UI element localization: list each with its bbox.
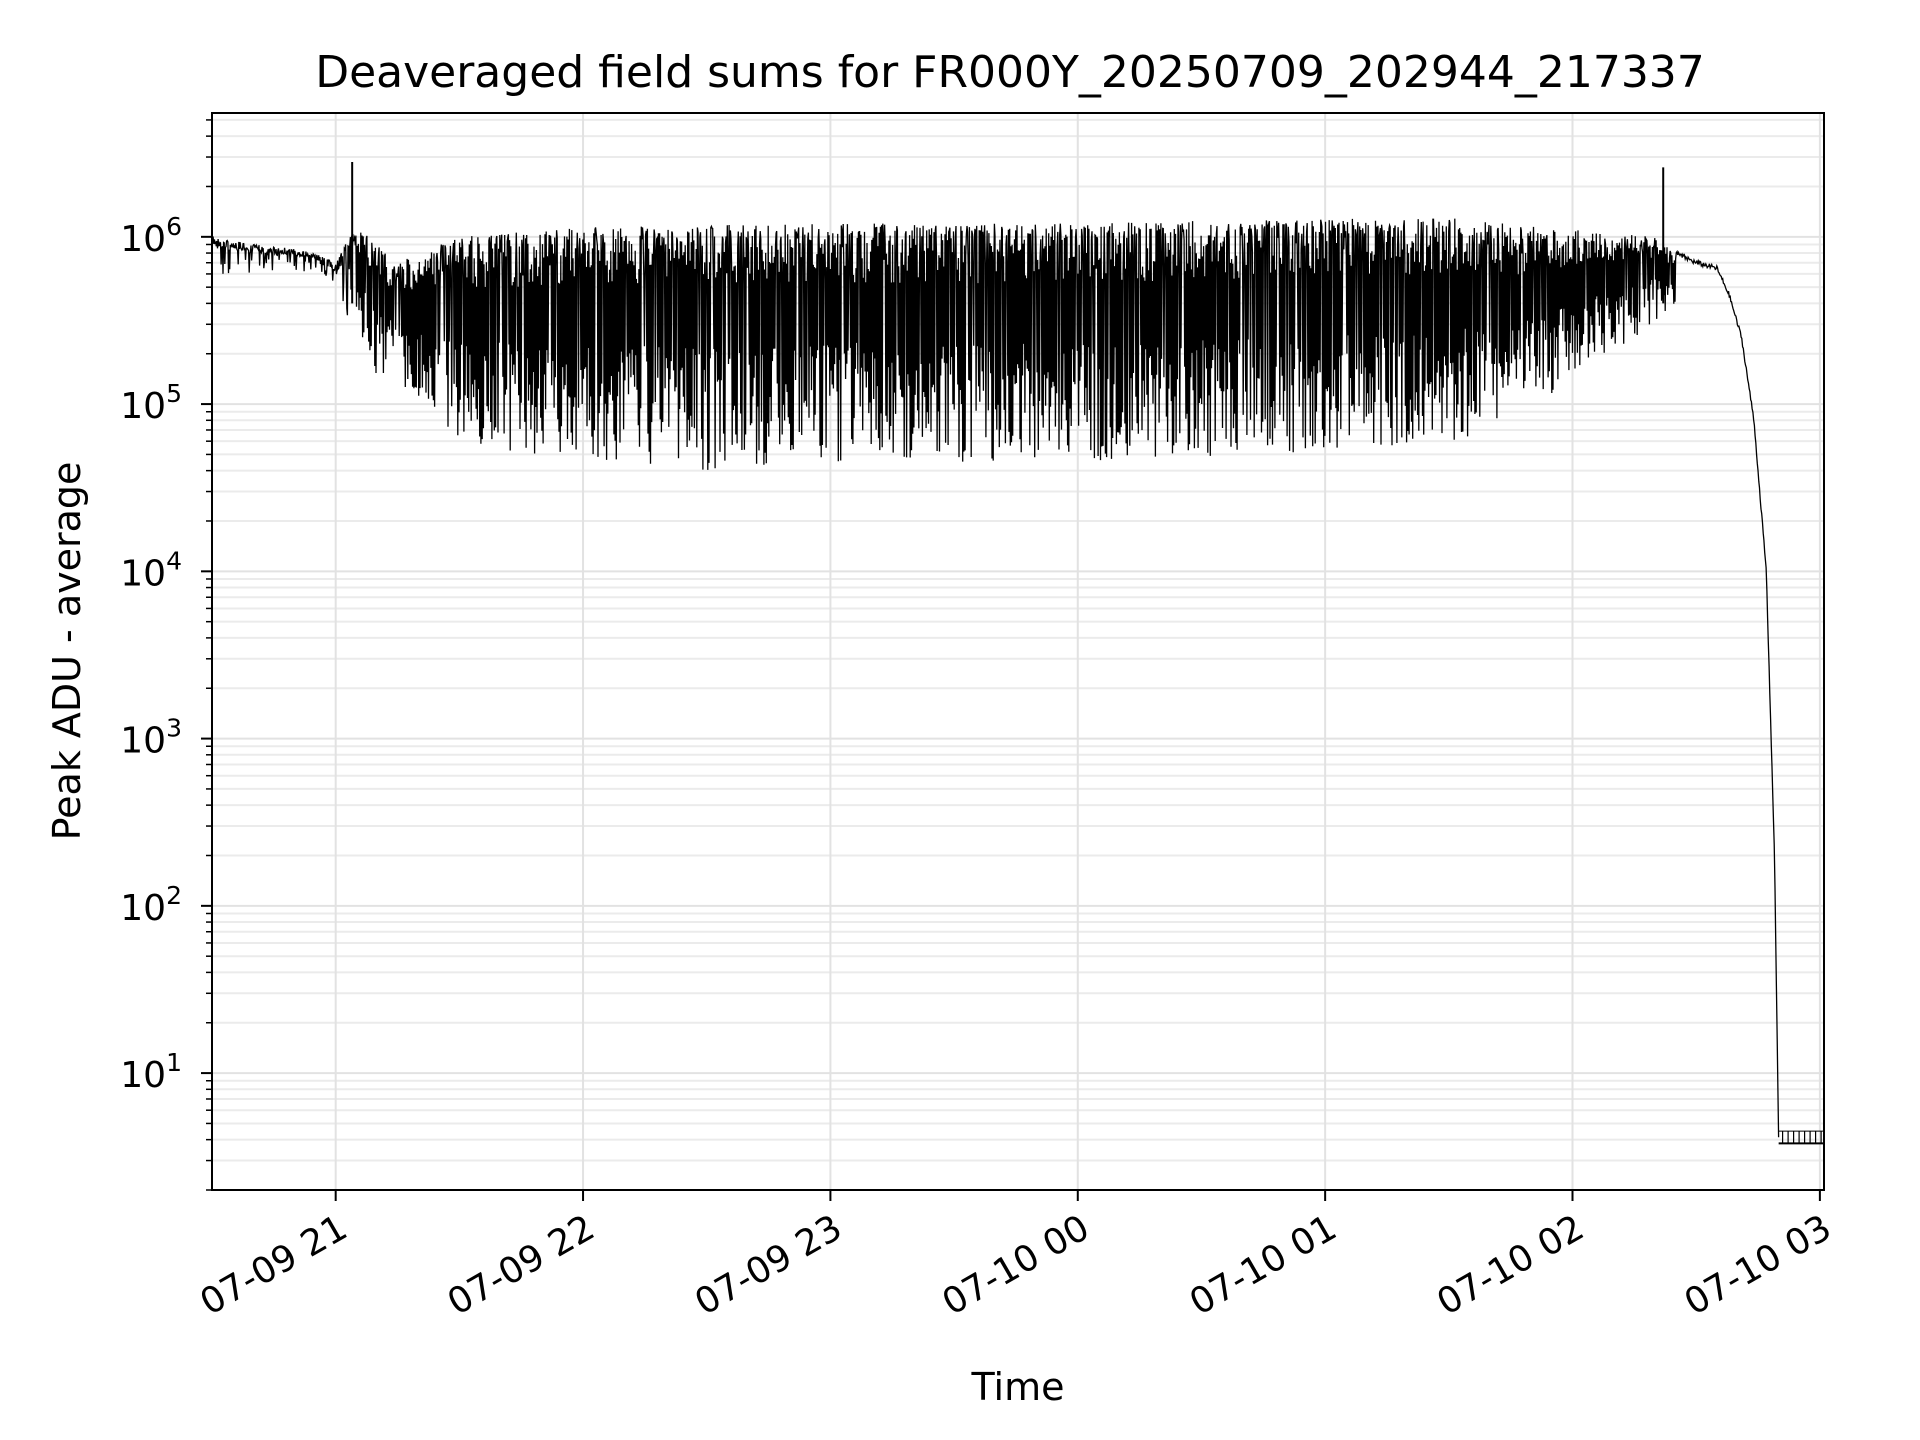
x-axis: 07-09 21 07-09 22 07-09 23 07-10 00 07-10 01… bbox=[194, 1190, 1839, 1324]
x-tick-label: 07-09 21 bbox=[194, 1207, 355, 1323]
x-tick-label: 07-10 00 bbox=[936, 1207, 1097, 1323]
y-tick-label: 103 bbox=[120, 714, 182, 762]
x-tick-label: 07-10 01 bbox=[1183, 1207, 1344, 1323]
y-axis: 101 102 103 104 105 106 bbox=[120, 119, 212, 1191]
chart-title: Deaveraged field sums for FR000Y_2025070… bbox=[315, 47, 1705, 98]
y-tick-label: 106 bbox=[120, 212, 182, 260]
y-tick-label: 105 bbox=[120, 379, 182, 427]
x-tick-label: 07-09 23 bbox=[688, 1207, 849, 1323]
y-tick-label: 104 bbox=[120, 546, 182, 594]
x-tick-label: 07-09 22 bbox=[441, 1207, 602, 1323]
x-tick-label: 07-10 02 bbox=[1430, 1207, 1591, 1323]
y-axis-label: Peak ADU - average bbox=[45, 462, 89, 841]
x-tick-label: 07-10 03 bbox=[1678, 1207, 1839, 1323]
plot-area bbox=[211, 162, 1824, 1145]
series-line bbox=[211, 218, 1780, 1138]
y-tick-label: 102 bbox=[120, 881, 182, 929]
x-axis-label: Time bbox=[971, 1365, 1065, 1409]
y-tick-label: 101 bbox=[120, 1048, 182, 1096]
plot-frame bbox=[211, 112, 1825, 1191]
series-tail-teeth bbox=[1782, 1131, 1822, 1144]
